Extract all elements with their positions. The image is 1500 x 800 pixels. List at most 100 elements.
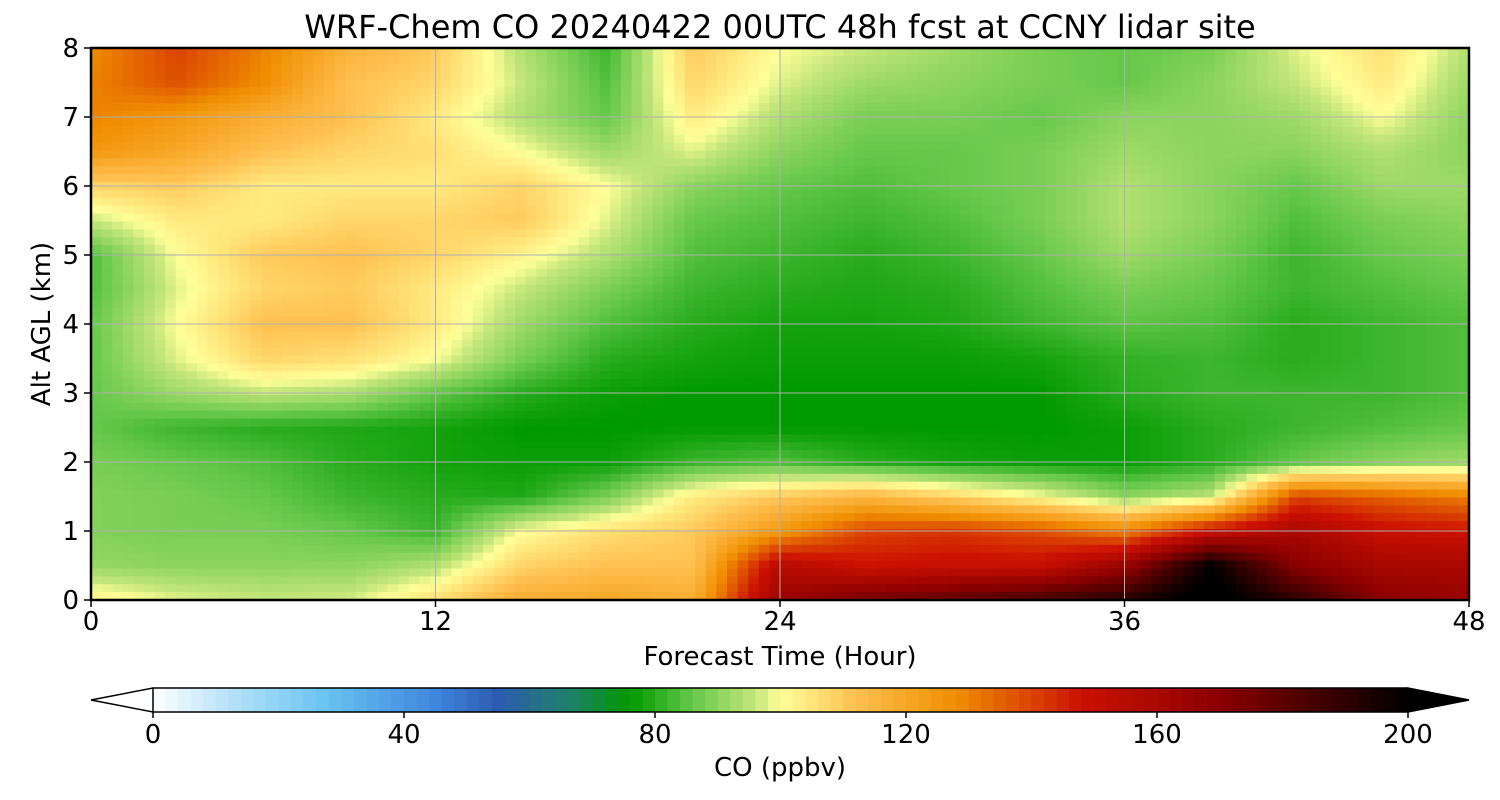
heatmap-cell: [1257, 284, 1269, 294]
heatmap-cell: [822, 245, 834, 254]
heatmap-cell: [811, 205, 823, 215]
heatmap-cell: [1352, 245, 1364, 254]
heatmap-cell: [727, 276, 739, 286]
heatmap-cell: [1352, 221, 1364, 230]
heatmap-cell: [1214, 71, 1226, 81]
heatmap-cell: [218, 268, 230, 278]
heatmap-cell: [271, 205, 283, 215]
heatmap-cell: [1055, 308, 1067, 317]
heatmap-cell: [101, 197, 113, 207]
heatmap-cell: [780, 158, 792, 167]
heatmap-cell: [1108, 237, 1120, 246]
heatmap-cell: [1437, 79, 1449, 89]
heatmap-cell: [207, 111, 219, 120]
heatmap-cell: [356, 316, 368, 325]
heatmap-cell: [663, 150, 675, 159]
heatmap-cell: [1013, 331, 1025, 341]
heatmap-cell: [568, 284, 580, 294]
heatmap-cell: [504, 229, 516, 238]
heatmap-cell: [271, 174, 283, 183]
heatmap-cell: [917, 87, 929, 96]
heatmap-cell: [462, 55, 474, 65]
heatmap-cell: [748, 324, 760, 333]
heatmap-cell: [101, 48, 113, 57]
heatmap-cell: [684, 221, 696, 230]
heatmap-cell: [843, 324, 855, 333]
heatmap-cell: [1363, 316, 1375, 325]
heatmap-cell: [1076, 213, 1088, 223]
heatmap-cell: [1331, 237, 1343, 246]
heatmap-cell: [239, 142, 251, 152]
heatmap-cell: [1204, 284, 1216, 294]
heatmap-cell: [1225, 237, 1237, 246]
heatmap-cell: [1352, 150, 1364, 159]
heatmap-cell: [1437, 63, 1449, 73]
heatmap-cell: [1013, 95, 1025, 104]
heatmap-cell: [133, 63, 145, 73]
heatmap-cell: [1341, 253, 1353, 262]
heatmap-cell: [1458, 55, 1469, 65]
heatmap-cell: [1331, 260, 1343, 270]
heatmap-cell: [970, 150, 982, 159]
heatmap-cell: [1384, 118, 1396, 128]
heatmap-cell: [843, 79, 855, 89]
heatmap-cell: [1108, 331, 1120, 341]
heatmap-cell: [1235, 229, 1247, 238]
heatmap-cell: [684, 55, 696, 65]
heatmap-cell: [864, 87, 876, 96]
heatmap-cell: [599, 158, 611, 167]
heatmap-cell: [727, 166, 739, 175]
heatmap-cell: [705, 95, 717, 104]
heatmap-cell: [917, 118, 929, 128]
heatmap-cell: [589, 158, 601, 167]
heatmap-cell: [864, 213, 876, 223]
heatmap-cell: [684, 339, 696, 349]
heatmap-cell: [1013, 284, 1025, 294]
heatmap-cell: [1161, 174, 1173, 183]
heatmap-cell: [303, 197, 315, 207]
heatmap-cell: [939, 71, 951, 81]
heatmap-cell: [1235, 339, 1247, 349]
heatmap-cell: [154, 308, 166, 317]
heatmap-cell: [207, 79, 219, 89]
heatmap-cell: [1140, 134, 1152, 144]
heatmap-cell: [303, 221, 315, 230]
heatmap-cell: [642, 324, 654, 333]
heatmap-cell: [568, 158, 580, 167]
heatmap-cell: [1108, 95, 1120, 104]
heatmap-cell: [324, 150, 336, 159]
heatmap-cell: [780, 197, 792, 207]
heatmap-cell: [674, 118, 686, 128]
heatmap-cell: [939, 142, 951, 152]
heatmap-cell: [1363, 48, 1375, 57]
heatmap-cell: [1235, 126, 1247, 136]
heatmap-cell: [1352, 300, 1364, 309]
heatmap-cell: [674, 324, 686, 333]
heatmap-cell: [769, 158, 781, 167]
heatmap-cell: [515, 189, 527, 199]
heatmap-cell: [811, 111, 823, 120]
heatmap-cell: [1458, 142, 1469, 152]
heatmap-cell: [112, 339, 124, 349]
heatmap-cell: [1246, 103, 1258, 112]
heatmap-cell: [356, 300, 368, 309]
heatmap-cell: [451, 174, 463, 183]
heatmap-cell: [928, 63, 940, 73]
heatmap-cell: [122, 48, 134, 57]
heatmap-cell: [822, 55, 834, 65]
heatmap-cell: [1204, 111, 1216, 120]
heatmap-cell: [864, 79, 876, 89]
heatmap-cell: [960, 276, 972, 286]
heatmap-cell: [451, 308, 463, 317]
heatmap-cell: [1320, 300, 1332, 309]
heatmap-cell: [1278, 300, 1290, 309]
heatmap-cell: [356, 339, 368, 349]
heatmap-cell: [133, 308, 145, 317]
heatmap-cell: [1055, 229, 1067, 238]
heatmap-cell: [1045, 103, 1057, 112]
heatmap-cell: [1278, 150, 1290, 159]
heatmap-cell: [716, 111, 728, 120]
heatmap-cell: [292, 284, 304, 294]
heatmap-cell: [1225, 292, 1237, 301]
heatmap-cell: [557, 71, 569, 81]
